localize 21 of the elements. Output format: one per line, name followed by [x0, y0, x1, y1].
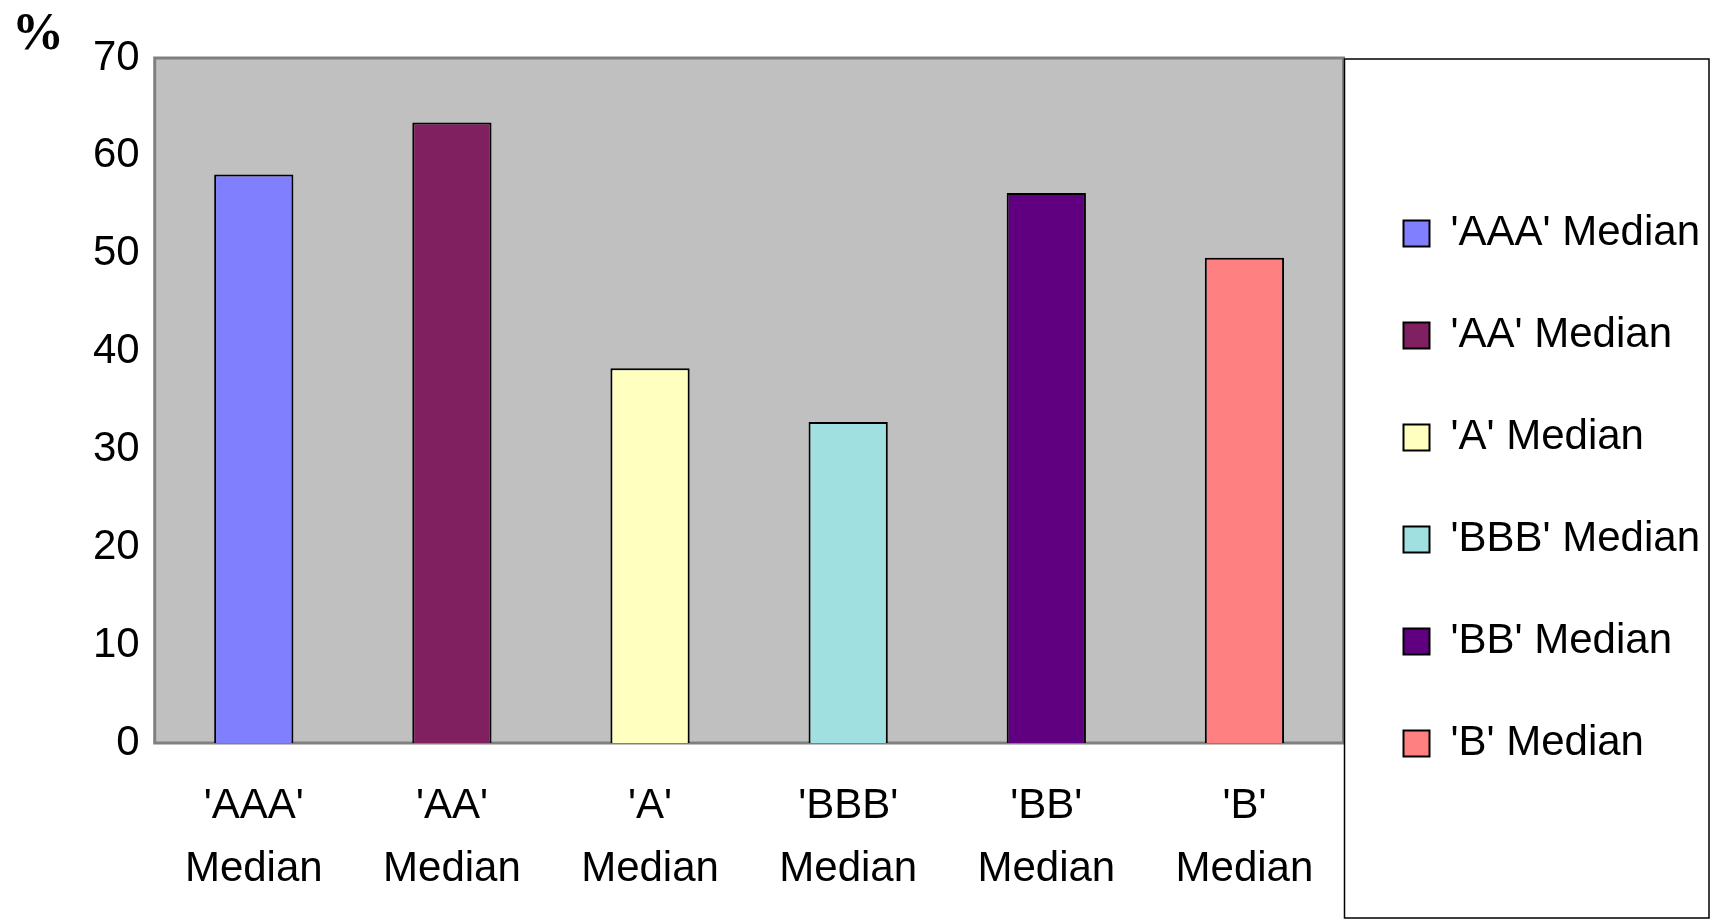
y-axis-title: % — [12, 3, 64, 61]
x-tick-label: 'AA' Median — [383, 780, 521, 891]
legend-label: 'BBB' Median — [1450, 513, 1700, 561]
y-tick-label: 0 — [116, 716, 140, 764]
x-tick-label: 'AAA' Median — [184, 780, 323, 891]
legend-label: 'A' Median — [1450, 411, 1644, 459]
legend-label: 'B' Median — [1450, 717, 1644, 765]
x-tick-label: 'BB' Median — [977, 780, 1116, 891]
y-tick-label: 40 — [93, 325, 140, 373]
x-tick-label: 'A' Median — [581, 780, 719, 891]
y-tick-label: 70 — [93, 31, 140, 79]
y-tick-label: 30 — [93, 423, 140, 471]
y-tick-label: 20 — [93, 520, 140, 568]
x-tick-label: 'BBB' Median — [779, 780, 918, 891]
legend-label: 'AA' Median — [1450, 309, 1672, 357]
y-tick-label: 60 — [93, 129, 140, 177]
x-tick-label: 'B' Median — [1175, 780, 1314, 891]
legend-label: 'AAA' Median — [1450, 207, 1700, 255]
y-tick-label: 10 — [93, 618, 140, 666]
y-tick-label: 50 — [93, 227, 140, 275]
legend-label: 'BB' Median — [1450, 615, 1672, 663]
